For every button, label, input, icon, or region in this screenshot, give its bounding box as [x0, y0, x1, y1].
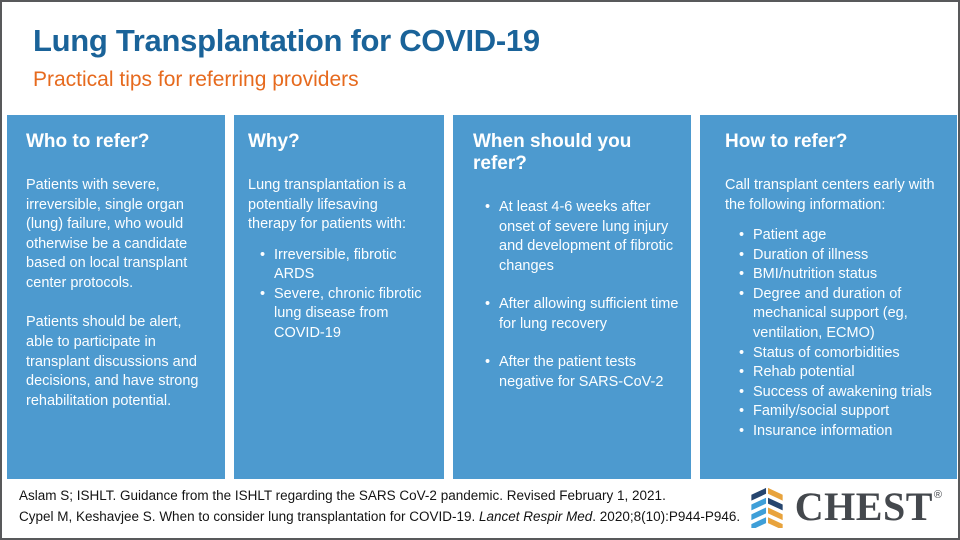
citation-line-2: Cypel M, Keshavjee S. When to consider l… [19, 507, 740, 528]
bullet-list: Patient age Duration of illness BMI/nutr… [725, 226, 942, 441]
bullet-item: Duration of illness [739, 246, 942, 266]
chest-chevrons-icon [751, 487, 783, 528]
panel-intro: Lung transplantation is a potentially li… [248, 177, 406, 233]
header: Lung Transplantation for COVID-19 Practi… [33, 23, 540, 92]
citation-2-journal: Lancet Respir Med [478, 508, 593, 524]
chest-logo-text: CHEST [794, 483, 933, 529]
panel-heading: How to refer? [725, 131, 848, 152]
panel-intro: Call transplant centers early with the f… [725, 177, 935, 213]
page-title: Lung Transplantation for COVID-19 [33, 23, 540, 58]
bullet-list: At least 4-6 weeks after onset of severe… [473, 198, 681, 393]
columns: Who to refer? Patients with severe, irre… [7, 115, 957, 479]
panel-why: Why? Lung transplantation is a potential… [234, 115, 444, 479]
bullet-item: Success of awakening trials [739, 383, 942, 403]
bullet-item: After the patient tests negative for SAR… [485, 353, 681, 392]
bullet-item: Family/social support [739, 402, 942, 422]
chest-logo: CHEST ® [749, 485, 942, 528]
bullet-list: Irreversible, fibrotic ARDS Severe, chro… [248, 246, 429, 344]
bullet-item: Status of comorbidities [739, 344, 942, 364]
registered-trademark-symbol: ® [933, 488, 942, 501]
bullet-item: Patient age [739, 226, 942, 246]
bullet-item: Severe, chronic fibrotic lung disease fr… [260, 285, 429, 344]
panel-when-should-you-refer: When should you refer? At least 4-6 week… [453, 115, 691, 479]
bullet-item: After allowing sufficient time for lung … [485, 295, 681, 334]
page-subtitle: Practical tips for referring providers [33, 68, 359, 91]
bullet-item: At least 4-6 weeks after onset of severe… [485, 198, 681, 276]
citation-line-1: Aslam S; ISHLT. Guidance from the ISHLT … [19, 487, 666, 503]
panel-paragraph: Patients should be alert, able to partic… [26, 314, 199, 409]
panel-heading: Why? [248, 131, 300, 152]
footer: Aslam S; ISHLT. Guidance from the ISHLT … [2, 479, 958, 538]
bullet-item: Irreversible, fibrotic ARDS [260, 246, 429, 285]
bullet-item: BMI/nutrition status [739, 265, 942, 285]
citations: Aslam S; ISHLT. Guidance from the ISHLT … [19, 486, 740, 528]
panel-paragraph: Patients with severe, irreversible, sing… [26, 177, 188, 291]
bullet-item: Degree and duration of mechanical suppor… [739, 285, 942, 344]
bullet-item: Rehab potential [739, 363, 942, 383]
citation-2-post: . 2020;8(10):P944-P946. [592, 508, 741, 524]
panel-heading: Who to refer? [26, 131, 150, 152]
panel-how-to-refer: How to refer? Call transplant centers ea… [700, 115, 957, 479]
bullet-item: Insurance information [739, 422, 942, 442]
citation-2-pre: Cypel M, Keshavjee S. When to consider l… [19, 508, 479, 524]
panel-heading: When should you refer? [473, 131, 632, 174]
panel-who-to-refer: Who to refer? Patients with severe, irre… [7, 115, 225, 479]
